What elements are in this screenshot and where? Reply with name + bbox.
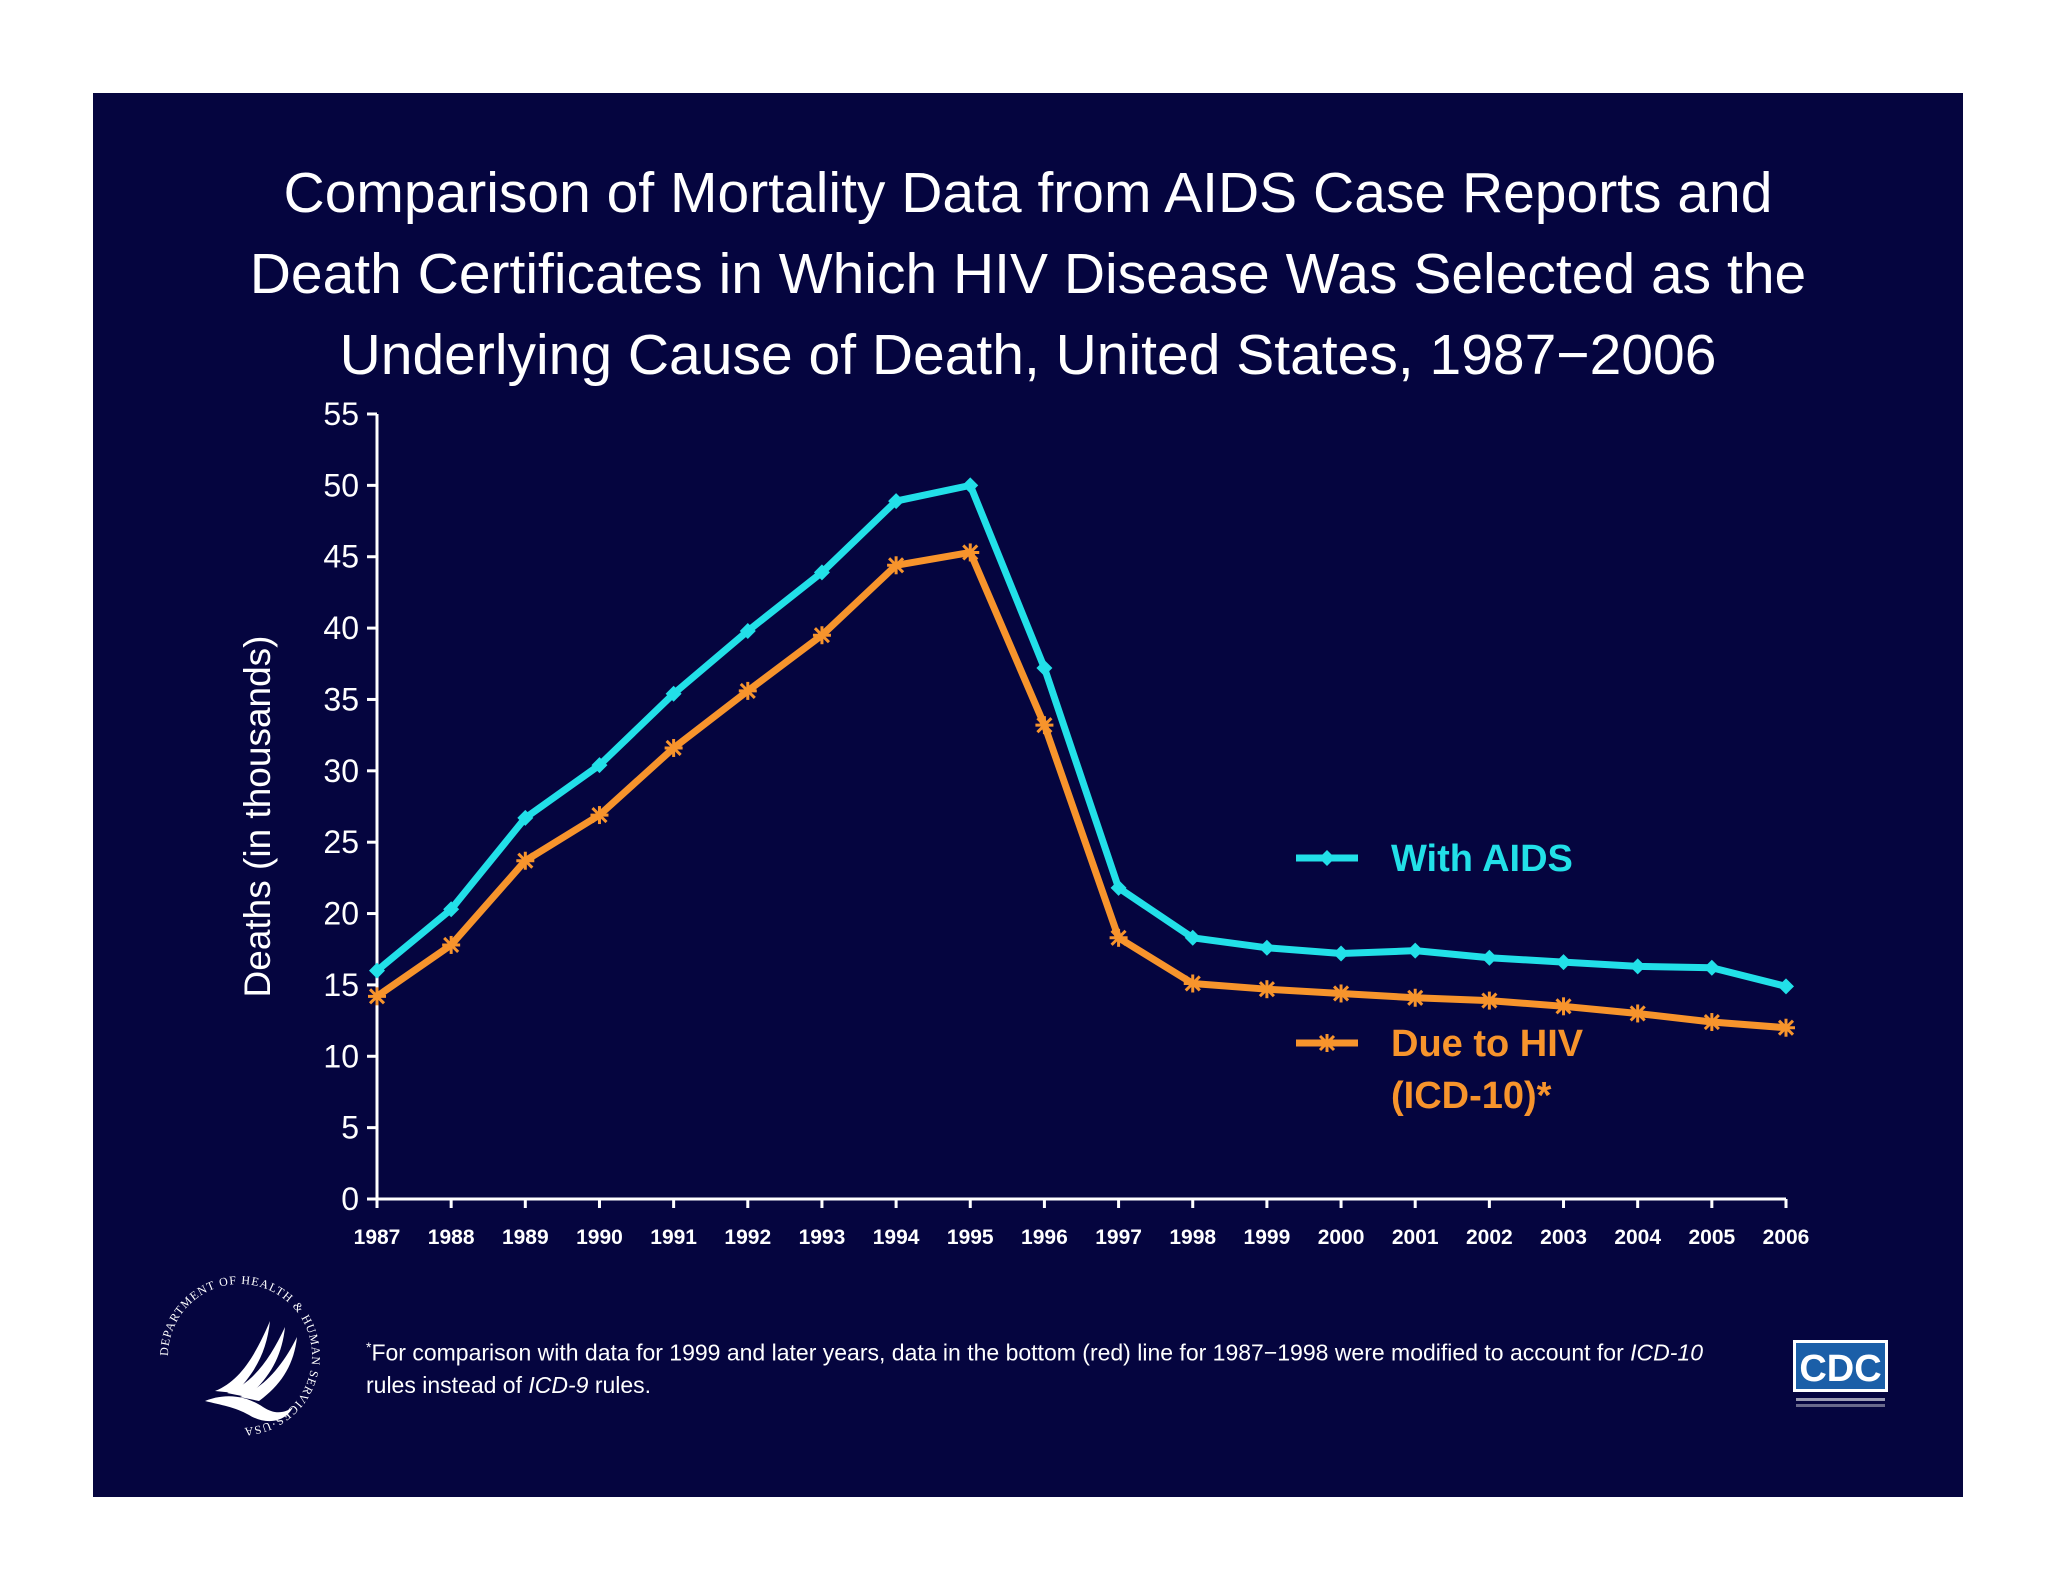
- data-point: [1035, 716, 1054, 735]
- data-point: [1407, 942, 1424, 959]
- x-tick-label: 1996: [1021, 1226, 1068, 1249]
- data-point: [1629, 958, 1646, 975]
- cdc-logo-text: CDC: [1799, 1348, 1881, 1390]
- data-point: [1036, 660, 1053, 677]
- data-point: [443, 901, 460, 918]
- data-point: [369, 962, 385, 979]
- line-chart: 0 5 10 15 20 25 30 35 40 45 50 55 1987 1988 1989 1990 19…: [237, 396, 1810, 1249]
- svg-text:DEPARTMENT OF HEALTH & HUMAN S: DEPARTMENT OF HEALTH & HUMAN SERVICES·US…: [157, 1273, 323, 1439]
- data-point: [962, 477, 979, 494]
- x-tick-label: 2006: [1763, 1226, 1810, 1249]
- data-point: [1257, 980, 1276, 999]
- data-point: [1406, 988, 1425, 1007]
- data-point: [516, 851, 535, 870]
- y-tick-label: 20: [323, 896, 359, 932]
- x-tick-label: 2005: [1688, 1226, 1735, 1249]
- data-point: [813, 564, 830, 581]
- x-tick-label: 1999: [1244, 1226, 1291, 1249]
- data-point: [590, 806, 609, 825]
- legend-label-2: Due to HIV: [1391, 1023, 1584, 1065]
- data-point: [368, 987, 386, 1006]
- hhs-logo: DEPARTMENT OF HEALTH & HUMAN SERVICES·US…: [157, 1273, 323, 1439]
- data-point: [1183, 974, 1202, 993]
- footnote-icd10: ICD-10: [1630, 1339, 1703, 1366]
- hhs-logo-text: DEPARTMENT OF HEALTH & HUMAN SERVICES·US…: [157, 1273, 322, 1439]
- x-tick-label: 1988: [428, 1226, 475, 1249]
- footnote-text-3: rules.: [588, 1371, 652, 1398]
- footnote-icd9: ICD-9: [528, 1371, 589, 1398]
- x-tick-label: 1998: [1169, 1226, 1216, 1249]
- y-tick-label: 5: [341, 1110, 359, 1146]
- data-point: [1258, 939, 1275, 956]
- legend-label-2: (ICD-10)*: [1391, 1075, 1552, 1117]
- y-tick-label: 0: [341, 1181, 359, 1217]
- legend-label-1: With AIDS: [1391, 838, 1573, 880]
- data-point: [1702, 1013, 1721, 1032]
- title-line-1: Comparison of Mortality Data from AIDS C…: [283, 161, 1773, 225]
- x-tick-label: 1987: [354, 1226, 401, 1249]
- y-tick-label: 55: [323, 396, 359, 432]
- data-point: [517, 809, 534, 826]
- footnote: *For comparison with data for 1999 and l…: [366, 1331, 1766, 1401]
- y-tick-label: 15: [323, 967, 359, 1003]
- data-point: [738, 681, 757, 700]
- series-line-1: [374, 481, 1787, 990]
- x-tick-label: 1991: [650, 1226, 697, 1249]
- data-point: [961, 543, 980, 562]
- data-point: [1703, 959, 1720, 976]
- footnote-text-1: For comparison with data for 1999 and la…: [371, 1339, 1631, 1366]
- x-tick-label: 1994: [873, 1226, 920, 1249]
- data-point: [812, 626, 831, 645]
- x-tick-label: 2004: [1614, 1226, 1661, 1249]
- title-line-3: Underlying Cause of Death, United States…: [339, 323, 1717, 387]
- chart-title: Comparison of Mortality Data from AIDS C…: [93, 153, 1963, 396]
- data-point: [591, 757, 608, 774]
- x-tick-label: 1992: [724, 1226, 771, 1249]
- eagle-icon: [205, 1321, 297, 1422]
- series-line-2: [375, 548, 1787, 1032]
- x-tick-label: 2000: [1318, 1226, 1365, 1249]
- footnote-marker: *: [366, 1339, 372, 1355]
- data-point: [1778, 978, 1794, 995]
- y-axis-label: Deaths (in thousands): [237, 636, 278, 998]
- data-point: [1109, 928, 1128, 947]
- data-point: [1480, 991, 1499, 1010]
- legend-marker: [1319, 850, 1335, 866]
- data-point: [1555, 954, 1572, 971]
- legend-marker: [1318, 1034, 1336, 1052]
- data-point: [664, 738, 683, 757]
- data-point: [739, 622, 756, 639]
- data-point: [1184, 929, 1201, 946]
- y-tick-label: 30: [323, 753, 359, 789]
- data-point: [1628, 1004, 1647, 1023]
- y-tick-label: 10: [323, 1038, 359, 1074]
- x-tick-label: 1993: [799, 1226, 846, 1249]
- data-point: [887, 556, 906, 575]
- data-point: [1554, 997, 1573, 1016]
- footnote-text-2: rules instead of: [366, 1371, 529, 1398]
- x-tick-label: 2002: [1466, 1226, 1513, 1249]
- x-tick-label: 2003: [1540, 1226, 1587, 1249]
- data-point: [1110, 879, 1127, 896]
- y-tick-label: 40: [323, 610, 359, 646]
- data-point: [1333, 945, 1350, 962]
- y-tick-label: 50: [323, 467, 359, 503]
- data-point: [665, 685, 682, 702]
- cdc-logo: CDC: [1793, 1340, 1888, 1407]
- title-line-2: Death Certificates in Which HIV Disease …: [249, 242, 1807, 306]
- x-tick-label: 1989: [502, 1226, 549, 1249]
- data-point: [1777, 1018, 1795, 1037]
- y-tick-label: 35: [323, 681, 359, 717]
- y-tick-label: 45: [323, 539, 359, 575]
- slide: Comparison of Mortality Data from AIDS C…: [93, 93, 1963, 1497]
- data-point: [1332, 984, 1351, 1003]
- x-tick-label: 2001: [1392, 1226, 1439, 1249]
- x-tick-label: 1997: [1095, 1226, 1142, 1249]
- data-point: [1481, 949, 1498, 966]
- data-point: [888, 493, 905, 510]
- x-tick-label: 1990: [576, 1226, 623, 1249]
- data-point: [442, 935, 461, 954]
- x-tick-label: 1995: [947, 1226, 994, 1249]
- y-tick-label: 25: [323, 824, 359, 860]
